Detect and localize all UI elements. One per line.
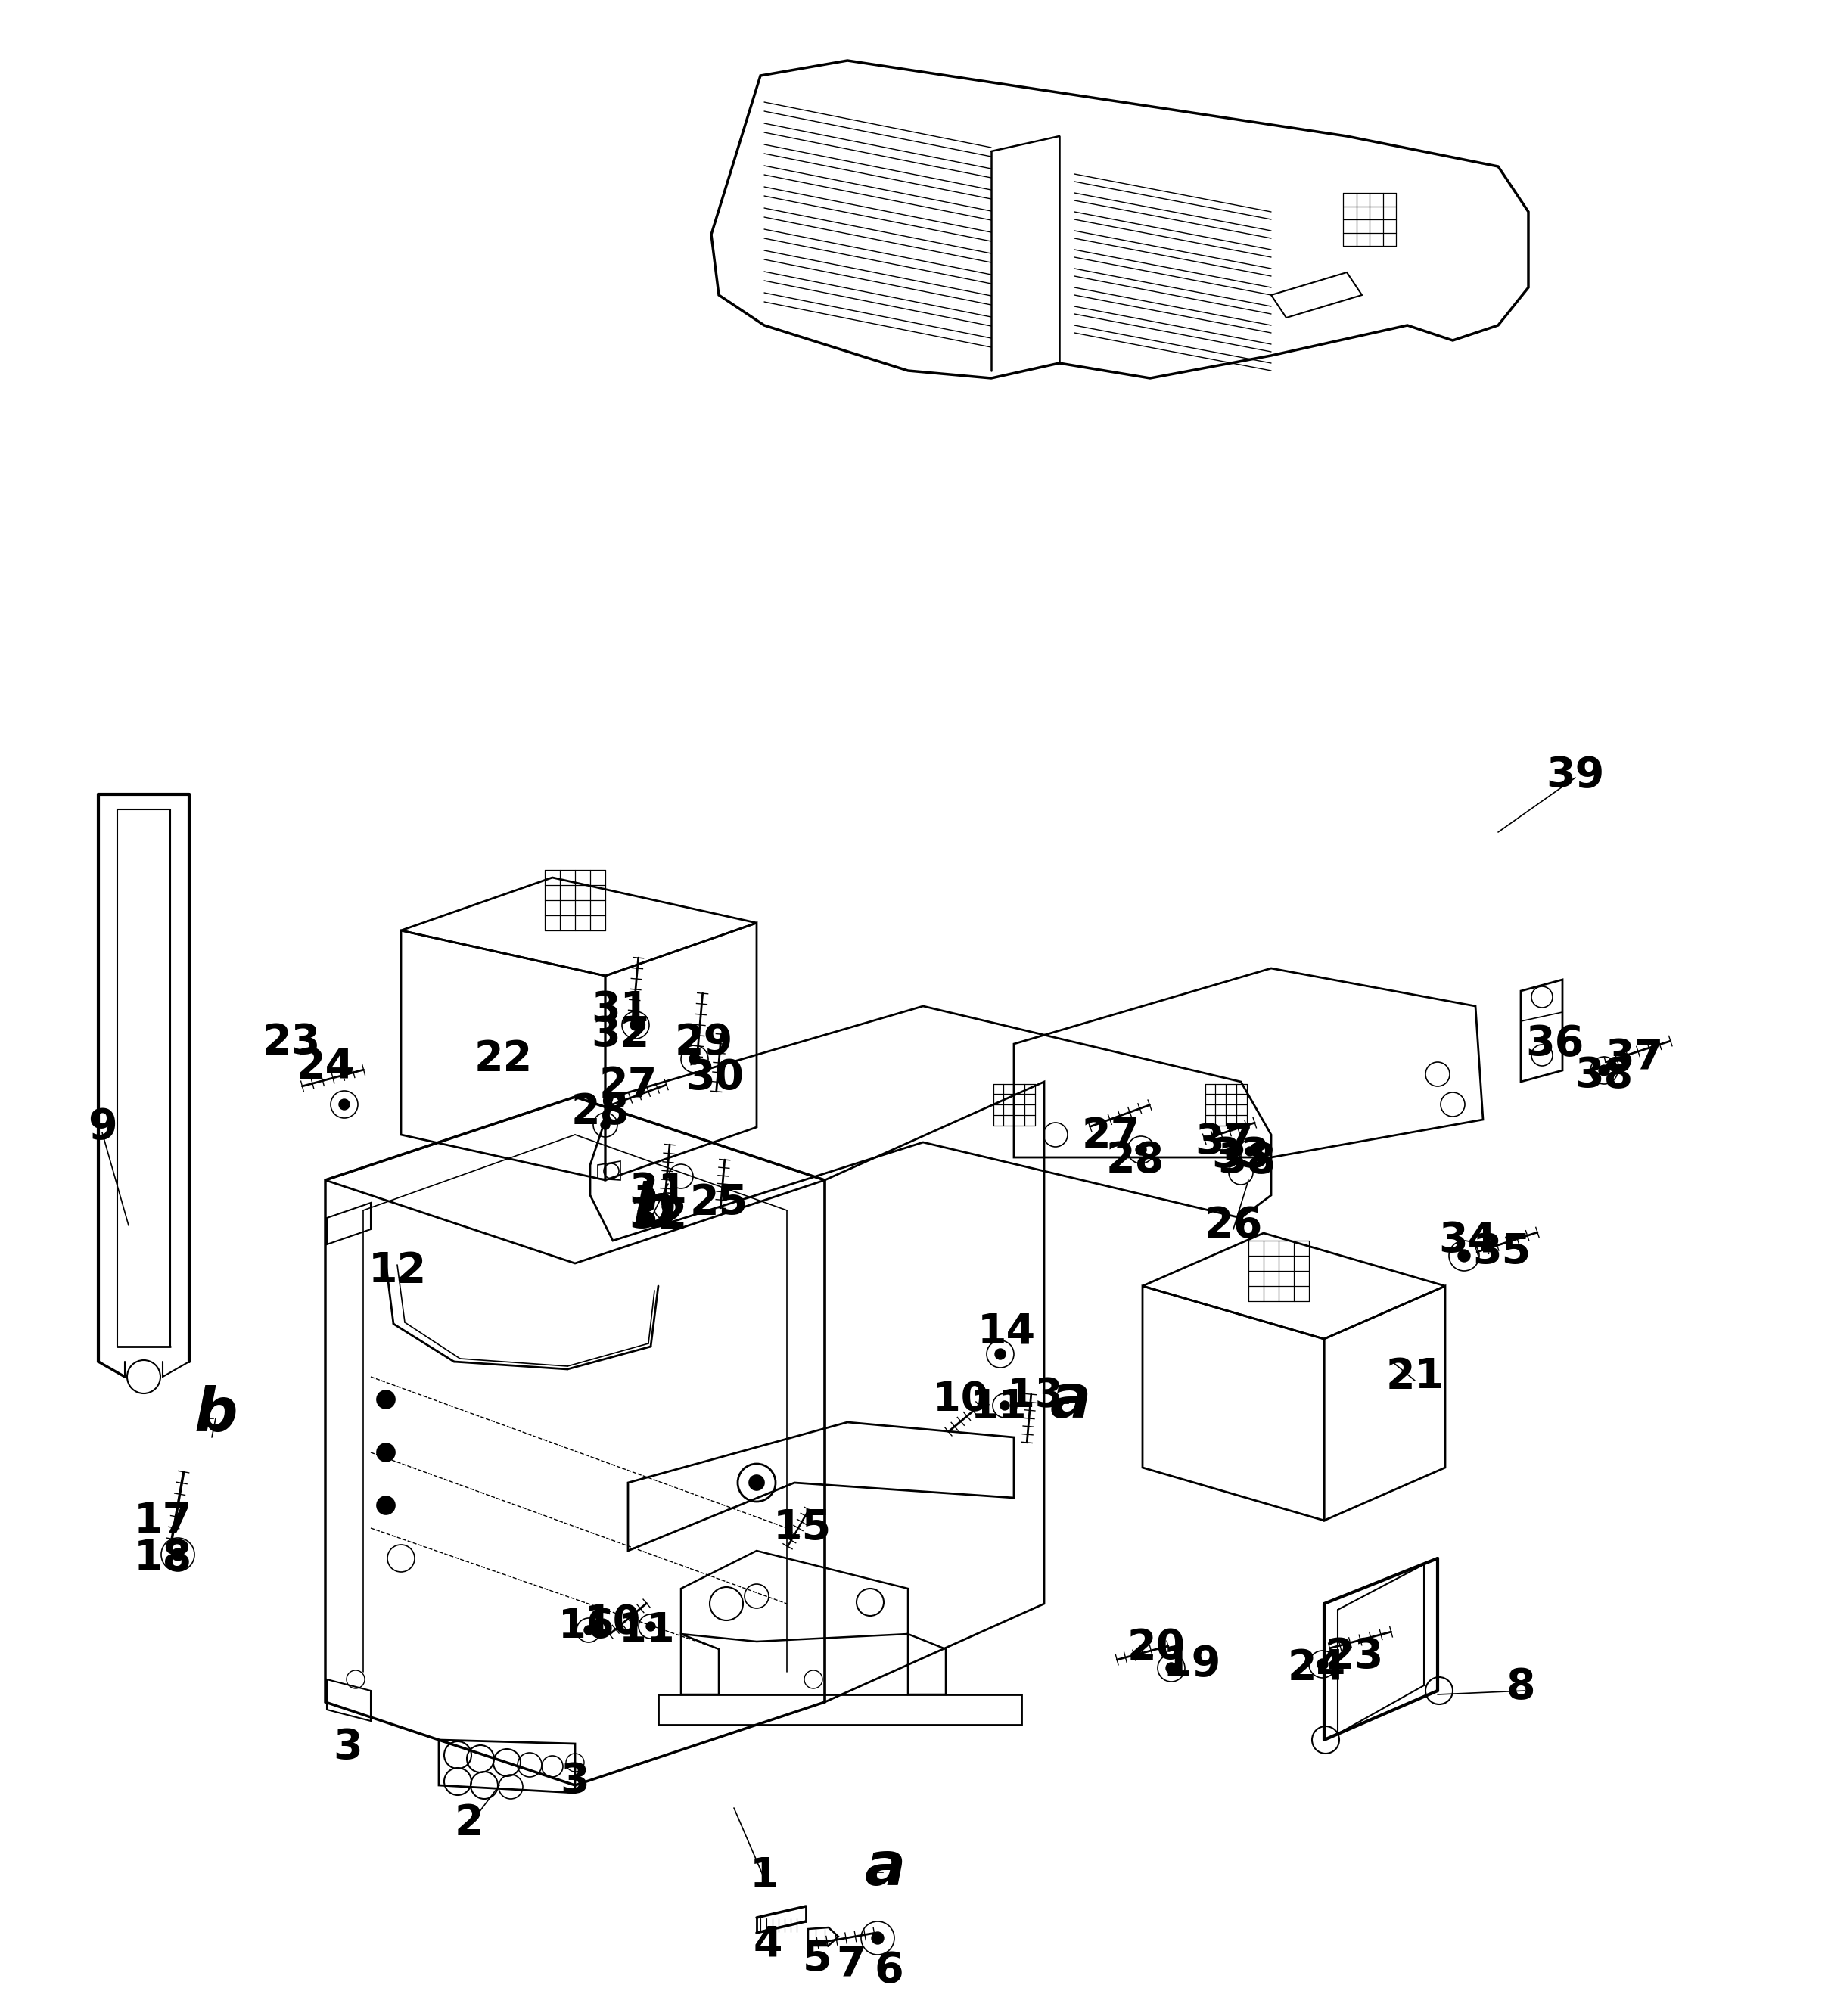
Text: 23: 23 — [263, 1022, 321, 1062]
Text: 4: 4 — [754, 1923, 783, 1964]
Text: 19: 19 — [1163, 1643, 1221, 1685]
Text: 22: 22 — [474, 1038, 533, 1079]
Text: 28: 28 — [1106, 1139, 1164, 1181]
Circle shape — [339, 1099, 350, 1109]
Text: 11: 11 — [619, 1611, 675, 1649]
Circle shape — [376, 1496, 394, 1514]
Circle shape — [690, 1054, 699, 1064]
Circle shape — [872, 1931, 883, 1943]
Circle shape — [1599, 1064, 1610, 1077]
Text: 27: 27 — [1082, 1115, 1141, 1157]
Text: 37: 37 — [1195, 1121, 1254, 1163]
Text: 3: 3 — [560, 1762, 589, 1802]
Text: 28: 28 — [571, 1091, 630, 1133]
Text: 26: 26 — [1204, 1206, 1263, 1246]
Text: 1: 1 — [750, 1855, 779, 1897]
Text: 31: 31 — [591, 990, 650, 1030]
Text: 5: 5 — [803, 1939, 832, 1980]
Text: 34: 34 — [1438, 1220, 1496, 1262]
Text: 2: 2 — [454, 1802, 484, 1843]
Text: 23: 23 — [1325, 1637, 1383, 1677]
Text: 13: 13 — [1007, 1377, 1062, 1415]
Text: 7: 7 — [836, 1943, 865, 1986]
Text: 11: 11 — [971, 1387, 1026, 1427]
Circle shape — [172, 1548, 184, 1560]
Text: 8: 8 — [1506, 1667, 1535, 1708]
Text: a: a — [865, 1839, 905, 1897]
Circle shape — [995, 1349, 1006, 1359]
Text: 12: 12 — [369, 1250, 427, 1292]
Text: 38: 38 — [1575, 1054, 1633, 1097]
Text: 31: 31 — [630, 1171, 688, 1212]
Text: 32: 32 — [591, 1014, 650, 1054]
Text: b: b — [193, 1385, 237, 1443]
Circle shape — [646, 1623, 655, 1631]
Text: b: b — [631, 1181, 675, 1240]
Circle shape — [1000, 1401, 1009, 1409]
Text: 17: 17 — [133, 1500, 192, 1540]
Text: 24: 24 — [1287, 1647, 1345, 1689]
Text: 3: 3 — [334, 1728, 363, 1768]
Text: 25: 25 — [690, 1181, 748, 1224]
Text: 18: 18 — [133, 1538, 192, 1579]
Circle shape — [376, 1391, 394, 1409]
Text: 20: 20 — [1128, 1627, 1184, 1667]
Text: 6: 6 — [874, 1949, 903, 1992]
Circle shape — [662, 1202, 673, 1212]
Text: 30: 30 — [686, 1058, 745, 1099]
Circle shape — [584, 1625, 593, 1635]
Circle shape — [1318, 1659, 1329, 1669]
Text: 10: 10 — [933, 1379, 989, 1419]
Circle shape — [748, 1476, 765, 1490]
Text: 15: 15 — [772, 1508, 830, 1548]
Text: 14: 14 — [976, 1310, 1035, 1353]
Circle shape — [1458, 1250, 1471, 1262]
Text: a: a — [1049, 1371, 1091, 1431]
Text: 10: 10 — [586, 1603, 641, 1643]
Text: 21: 21 — [1385, 1357, 1444, 1397]
Text: 9: 9 — [88, 1107, 117, 1147]
Text: 33: 33 — [1212, 1135, 1270, 1175]
Text: 36: 36 — [1526, 1024, 1584, 1064]
Circle shape — [630, 1020, 641, 1030]
Text: 32: 32 — [630, 1195, 688, 1238]
Circle shape — [1135, 1145, 1146, 1155]
Circle shape — [600, 1121, 610, 1129]
Text: 16: 16 — [558, 1607, 615, 1647]
Circle shape — [1245, 1147, 1254, 1155]
Text: 39: 39 — [1546, 754, 1604, 796]
Text: 27: 27 — [599, 1064, 657, 1107]
Circle shape — [376, 1443, 394, 1462]
Text: 35: 35 — [1473, 1232, 1531, 1272]
Text: 29: 29 — [675, 1022, 734, 1062]
Text: 37: 37 — [1606, 1036, 1664, 1079]
Text: 38: 38 — [1217, 1141, 1276, 1181]
Text: 24: 24 — [296, 1046, 354, 1087]
Circle shape — [1166, 1663, 1177, 1673]
